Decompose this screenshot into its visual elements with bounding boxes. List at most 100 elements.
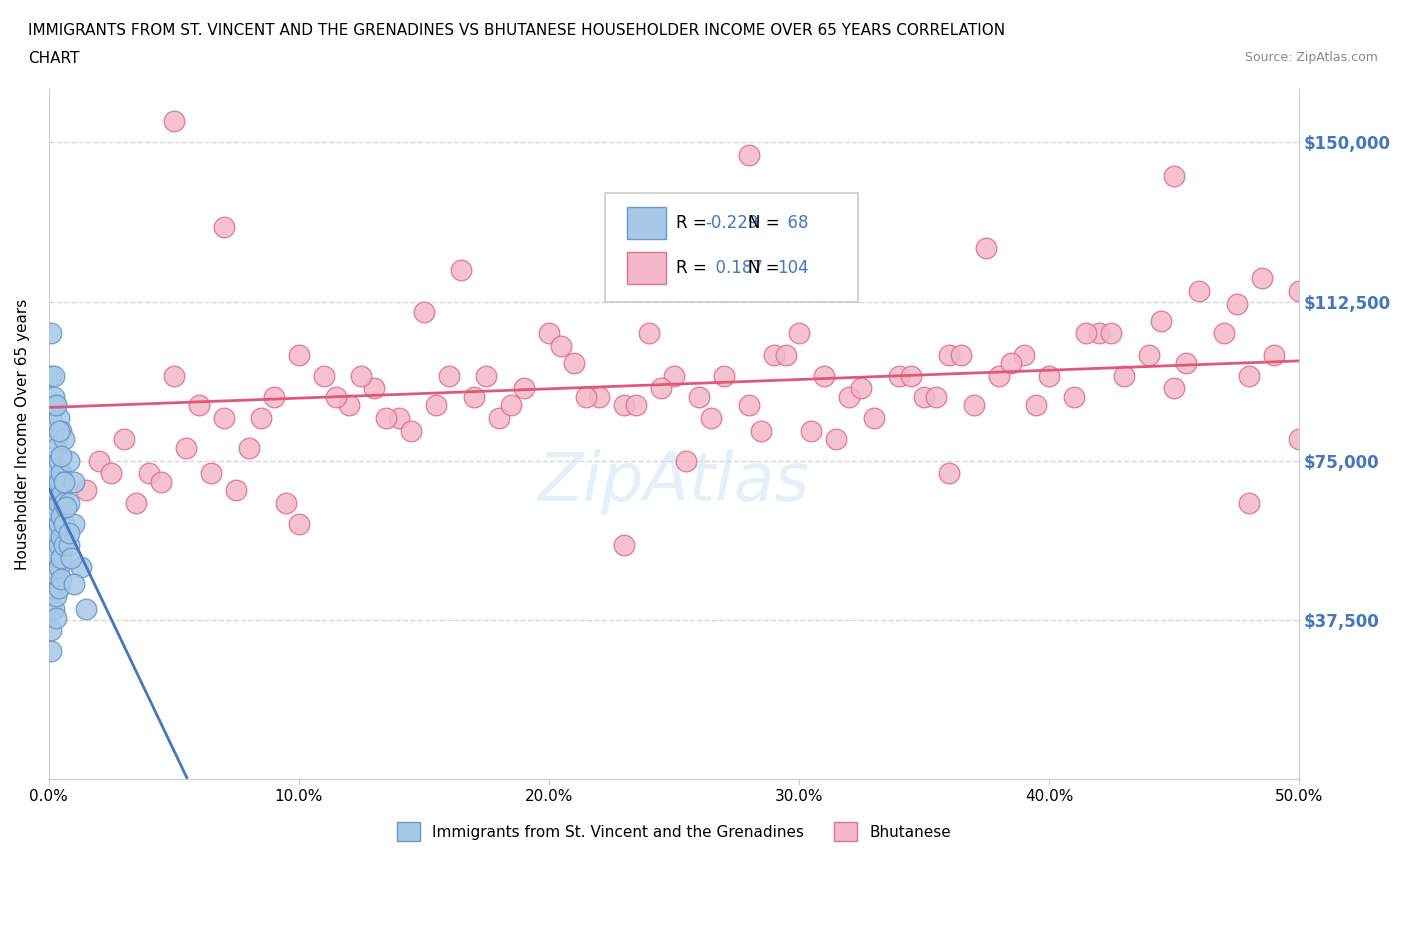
Point bbox=[1288, 432, 1310, 446]
Point bbox=[1163, 169, 1185, 184]
Point bbox=[1263, 347, 1285, 362]
Point bbox=[588, 390, 610, 405]
Point bbox=[45, 461, 67, 476]
Point bbox=[1150, 313, 1173, 328]
Point bbox=[45, 483, 67, 498]
Point bbox=[163, 368, 186, 383]
Point bbox=[100, 466, 122, 481]
Point bbox=[45, 504, 67, 519]
Point bbox=[1137, 347, 1160, 362]
Point bbox=[838, 390, 860, 405]
Point bbox=[39, 538, 62, 552]
Point bbox=[150, 474, 173, 489]
Text: R =: R = bbox=[676, 214, 707, 232]
Point bbox=[42, 580, 65, 595]
Text: Source: ZipAtlas.com: Source: ZipAtlas.com bbox=[1244, 51, 1378, 64]
Point bbox=[613, 398, 636, 413]
Point bbox=[51, 572, 73, 587]
Point bbox=[1000, 355, 1022, 370]
Point bbox=[62, 577, 84, 591]
Point bbox=[1076, 326, 1098, 340]
Point bbox=[39, 326, 62, 340]
Point bbox=[987, 368, 1010, 383]
Point bbox=[950, 347, 973, 362]
Point bbox=[225, 483, 247, 498]
Point bbox=[58, 496, 80, 511]
Text: N =: N = bbox=[748, 214, 780, 232]
Point bbox=[200, 466, 222, 481]
Point bbox=[1025, 398, 1047, 413]
Point bbox=[475, 368, 498, 383]
Text: 104: 104 bbox=[778, 259, 808, 277]
Point bbox=[75, 602, 97, 617]
Point bbox=[662, 368, 685, 383]
Point bbox=[1288, 284, 1310, 299]
Point bbox=[42, 559, 65, 574]
Point bbox=[62, 474, 84, 489]
Point bbox=[75, 483, 97, 498]
Point bbox=[62, 517, 84, 532]
Text: IMMIGRANTS FROM ST. VINCENT AND THE GRENADINES VS BHUTANESE HOUSEHOLDER INCOME O: IMMIGRANTS FROM ST. VINCENT AND THE GREN… bbox=[28, 23, 1005, 38]
Point bbox=[513, 381, 536, 396]
Point bbox=[39, 559, 62, 574]
Point bbox=[45, 441, 67, 456]
Point bbox=[401, 423, 423, 438]
Text: ZipAtlas: ZipAtlas bbox=[537, 449, 810, 515]
Point bbox=[1175, 355, 1198, 370]
Point bbox=[52, 538, 75, 552]
Point bbox=[39, 602, 62, 617]
Point bbox=[363, 381, 385, 396]
Point bbox=[52, 474, 75, 489]
Point bbox=[60, 551, 83, 565]
Point bbox=[51, 449, 73, 464]
Point bbox=[787, 326, 810, 340]
Point bbox=[42, 432, 65, 446]
Point bbox=[1063, 390, 1085, 405]
Point bbox=[52, 474, 75, 489]
Point bbox=[887, 368, 910, 383]
Point bbox=[1237, 368, 1260, 383]
Point bbox=[738, 398, 761, 413]
Point bbox=[675, 453, 697, 468]
Point bbox=[52, 517, 75, 532]
Point bbox=[39, 580, 62, 595]
Point bbox=[45, 525, 67, 540]
Point bbox=[337, 398, 360, 413]
Point bbox=[58, 538, 80, 552]
Point bbox=[45, 547, 67, 562]
Point bbox=[212, 219, 235, 234]
Point bbox=[1225, 296, 1247, 311]
Text: -0.229: -0.229 bbox=[704, 214, 758, 232]
Point bbox=[626, 398, 648, 413]
Point bbox=[55, 499, 77, 514]
Point bbox=[212, 411, 235, 426]
Point bbox=[650, 381, 672, 396]
Point bbox=[42, 474, 65, 489]
Point bbox=[250, 411, 273, 426]
Point bbox=[1012, 347, 1035, 362]
Point bbox=[1112, 368, 1135, 383]
Point bbox=[1088, 326, 1111, 340]
Point bbox=[700, 411, 723, 426]
Point bbox=[1188, 284, 1211, 299]
Point bbox=[39, 644, 62, 659]
Point bbox=[938, 466, 960, 481]
Point bbox=[42, 602, 65, 617]
Point bbox=[70, 559, 93, 574]
Point bbox=[39, 411, 62, 426]
Point bbox=[42, 390, 65, 405]
Point bbox=[48, 580, 70, 595]
Point bbox=[638, 326, 661, 340]
Point bbox=[48, 411, 70, 426]
Point bbox=[138, 466, 160, 481]
Text: N =: N = bbox=[748, 259, 780, 277]
Point bbox=[42, 496, 65, 511]
Point bbox=[388, 411, 411, 426]
Point bbox=[42, 538, 65, 552]
Point bbox=[39, 368, 62, 383]
Point bbox=[39, 453, 62, 468]
Point bbox=[42, 368, 65, 383]
Point bbox=[463, 390, 485, 405]
Point bbox=[775, 347, 797, 362]
Point bbox=[263, 390, 285, 405]
